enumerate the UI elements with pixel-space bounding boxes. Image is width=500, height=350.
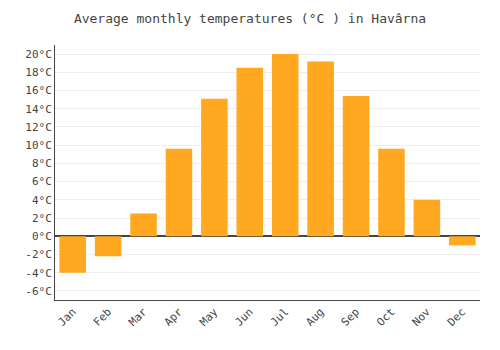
svg-text:10°C: 10°C (25, 139, 52, 152)
svg-text:Dec: Dec (445, 306, 468, 329)
svg-text:Sep: Sep (339, 306, 362, 329)
svg-text:4°C: 4°C (32, 194, 52, 207)
svg-text:May: May (197, 305, 221, 329)
svg-text:-4°C: -4°C (25, 267, 52, 280)
svg-text:Mar: Mar (126, 305, 150, 329)
svg-text:Apr: Apr (162, 305, 186, 329)
svg-text:Oct: Oct (374, 306, 397, 329)
svg-text:Feb: Feb (91, 306, 114, 329)
svg-text:16°C: 16°C (25, 84, 52, 97)
svg-text:14°C: 14°C (25, 103, 52, 116)
svg-text:20°C: 20°C (25, 48, 52, 61)
svg-text:Average monthly temperatures (: Average monthly temperatures (°C ) in Ha… (74, 11, 426, 26)
svg-text:Aug: Aug (303, 306, 326, 329)
svg-text:0°C: 0°C (32, 230, 52, 243)
svg-text:12°C: 12°C (25, 121, 52, 134)
svg-text:2°C: 2°C (32, 212, 52, 225)
svg-text:8°C: 8°C (32, 157, 52, 170)
svg-text:Nov: Nov (410, 305, 434, 329)
svg-text:Jul: Jul (268, 306, 291, 329)
svg-text:Jan: Jan (55, 306, 78, 329)
svg-text:18°C: 18°C (25, 66, 52, 79)
svg-text:Jun: Jun (233, 306, 256, 329)
svg-text:-6°C: -6°C (25, 285, 52, 298)
svg-text:-2°C: -2°C (25, 248, 52, 261)
svg-text:6°C: 6°C (32, 175, 52, 188)
